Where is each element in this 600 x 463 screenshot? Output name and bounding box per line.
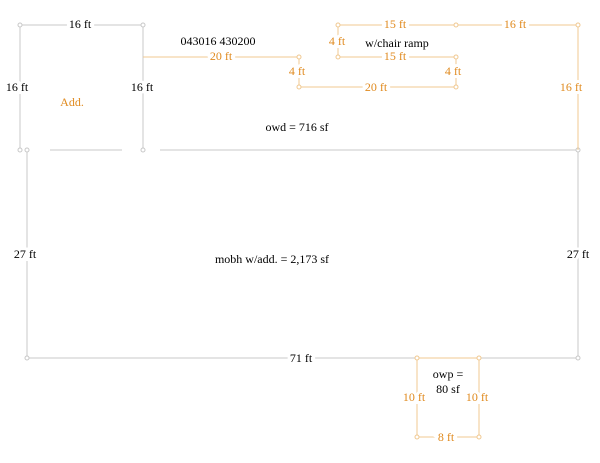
dimension: 4 ft (329, 34, 346, 48)
dimension: 20 ft (365, 80, 388, 94)
dimension: 8 ft (438, 430, 455, 444)
dimension: 16 ft (131, 80, 154, 94)
dimension: 10 ft (403, 390, 426, 404)
area-label: owp = (433, 367, 464, 381)
outline (17, 22, 581, 361)
dimension: 71 ft (290, 351, 313, 365)
area-label: w/chair ramp (365, 36, 429, 50)
sketch-id: 043016 430200 (181, 34, 256, 48)
dimension: 16 ft (504, 17, 527, 31)
dimension: 4 ft (289, 64, 306, 78)
dimension: 27 ft (14, 247, 37, 261)
area-label: owd = 716 sf (265, 120, 328, 134)
dimension: 15 ft (384, 17, 407, 31)
dimension: 20 ft (210, 49, 233, 63)
area-label: 80 sf (436, 382, 460, 396)
dimension: 10 ft (466, 390, 489, 404)
area-label: Add. (60, 95, 84, 109)
dimension: 4 ft (445, 64, 462, 78)
area-label: mobh w/add. = 2,173 sf (215, 252, 329, 266)
ramp-outline (143, 22, 581, 440)
dimension: 27 ft (567, 247, 590, 261)
dimension: 16 ft (6, 80, 29, 94)
dimension: 15 ft (384, 49, 407, 63)
dimension: 16 ft (69, 17, 92, 31)
dimension: 16 ft (560, 80, 583, 94)
